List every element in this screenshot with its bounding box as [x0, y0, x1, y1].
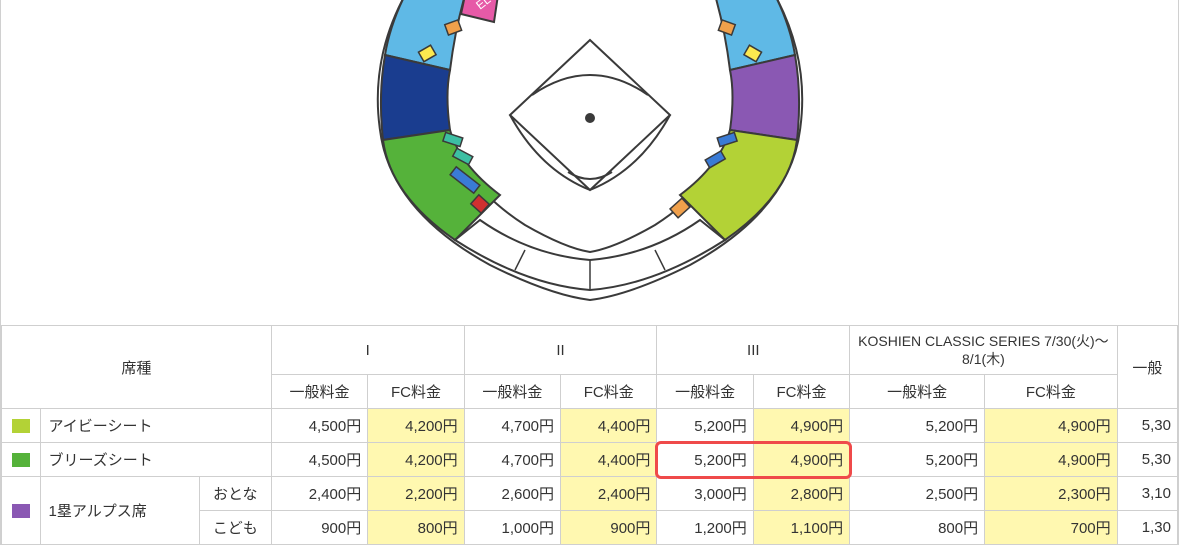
price-cell: 900円	[561, 511, 657, 545]
price-cell: 800円	[368, 511, 464, 545]
table-row: 1塁アルプス席おとな2,400円2,200円2,600円2,400円3,000円…	[2, 477, 1178, 511]
swatch-icon	[12, 504, 30, 518]
price-cell: 4,500円	[271, 409, 367, 443]
seat-name: ブリーズシート	[40, 443, 271, 477]
price-cell: 2,500円	[850, 477, 985, 511]
price-cell: 5,200円	[657, 443, 753, 477]
price-cell: 2,300円	[985, 477, 1118, 511]
swatch-cell	[2, 443, 41, 477]
price-cell: 3,000円	[657, 477, 753, 511]
swatch-icon	[12, 419, 30, 433]
table-row: ブリーズシート4,500円4,200円4,700円4,400円5,200円4,9…	[2, 443, 1178, 477]
header-fc-3: FC料金	[753, 375, 849, 409]
price-cell: 4,400円	[561, 409, 657, 443]
price-cell: 3,10	[1117, 477, 1177, 511]
price-cell: 5,30	[1117, 443, 1177, 477]
price-cell: 5,200円	[850, 443, 985, 477]
seat-name: 1塁アルプス席	[40, 477, 199, 545]
price-cell: 2,200円	[368, 477, 464, 511]
header-group-1: I	[271, 326, 464, 375]
price-cell: 2,400円	[271, 477, 367, 511]
swatch-cell	[2, 477, 41, 545]
price-cell: 5,30	[1117, 409, 1177, 443]
price-cell: 700円	[985, 511, 1118, 545]
subtype-cell: おとな	[199, 477, 271, 511]
price-cell: 2,400円	[561, 477, 657, 511]
price-cell: 800円	[850, 511, 985, 545]
price-cell: 5,200円	[850, 409, 985, 443]
price-cell: 4,400円	[561, 443, 657, 477]
header-tail: 一般	[1117, 326, 1177, 409]
price-cell: 1,200円	[657, 511, 753, 545]
header-group-3: III	[657, 326, 850, 375]
price-cell: 4,700円	[464, 409, 560, 443]
seat-name: アイビーシート	[40, 409, 271, 443]
table-row: アイビーシート4,500円4,200円4,700円4,400円5,200円4,9…	[2, 409, 1178, 443]
header-fc-k: FC料金	[985, 375, 1118, 409]
price-cell: 1,100円	[753, 511, 849, 545]
header-general-2: 一般料金	[464, 375, 560, 409]
header-seat-type: 席種	[2, 326, 272, 409]
price-cell: 4,900円	[985, 443, 1118, 477]
header-koshien: KOSHIEN CLASSIC SERIES 7/30(火)～8/1(木)	[850, 326, 1117, 375]
header-fc-2: FC料金	[561, 375, 657, 409]
price-cell: 900円	[271, 511, 367, 545]
price-cell: 5,200円	[657, 409, 753, 443]
stadium-svg: EL	[350, 0, 830, 315]
subtype-cell: こども	[199, 511, 271, 545]
price-cell: 4,500円	[271, 443, 367, 477]
header-group-2: II	[464, 326, 657, 375]
price-cell: 1,30	[1117, 511, 1177, 545]
price-cell: 2,600円	[464, 477, 560, 511]
price-cell: 4,900円	[753, 409, 849, 443]
price-cell: 4,200円	[368, 443, 464, 477]
pricing-table: 席種 I II III KOSHIEN CLASSIC SERIES 7/30(…	[1, 325, 1178, 545]
price-cell: 4,900円	[985, 409, 1118, 443]
price-cell: 4,900円	[753, 443, 849, 477]
price-cell: 4,200円	[368, 409, 464, 443]
swatch-cell	[2, 409, 41, 443]
stadium-map: EL	[1, 0, 1178, 325]
header-fc-1: FC料金	[368, 375, 464, 409]
price-cell: 2,800円	[753, 477, 849, 511]
price-cell: 4,700円	[464, 443, 560, 477]
header-general-1: 一般料金	[271, 375, 367, 409]
header-general-k: 一般料金	[850, 375, 985, 409]
swatch-icon	[12, 453, 30, 467]
price-cell: 1,000円	[464, 511, 560, 545]
header-general-3: 一般料金	[657, 375, 753, 409]
